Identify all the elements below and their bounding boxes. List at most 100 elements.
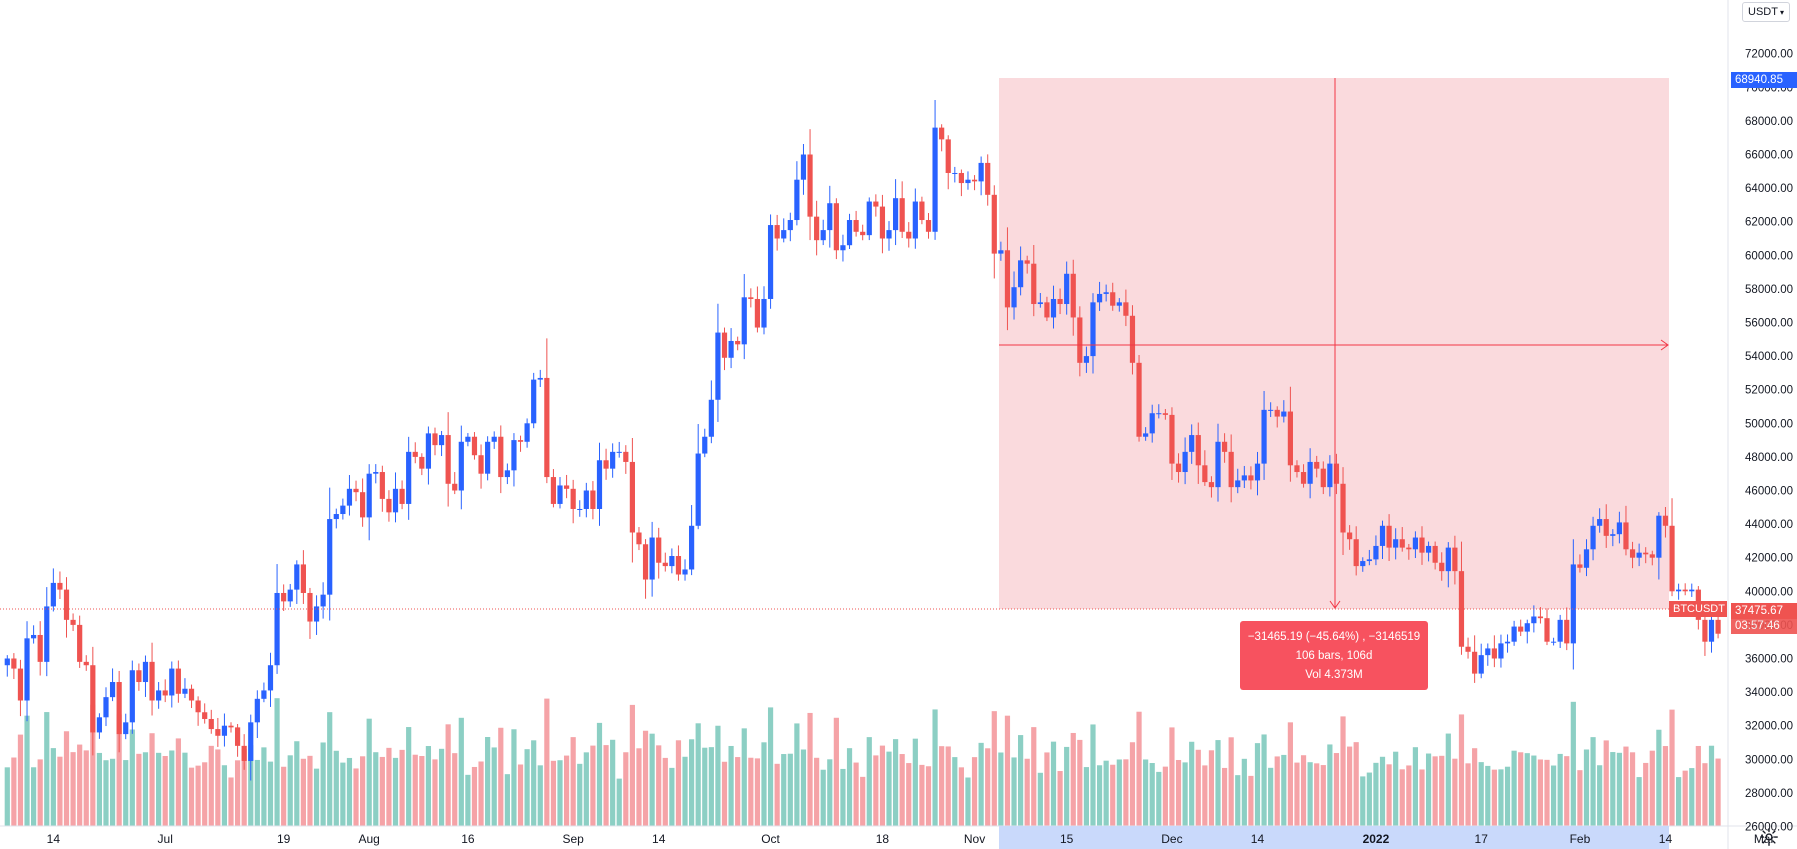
candle-body: [1708, 619, 1715, 642]
gear-icon[interactable]: [1758, 826, 1780, 848]
candles: [4, 99, 1721, 781]
volume-bar: [195, 765, 201, 826]
volume-bar: [1689, 768, 1695, 826]
candle-body: [1570, 564, 1576, 644]
candle-body: [17, 668, 24, 701]
candle-body: [1531, 616, 1537, 624]
candle-body: [1320, 468, 1326, 488]
volume-bar: [1544, 759, 1550, 826]
volume-bar: [1314, 763, 1320, 826]
volume-bar: [649, 733, 655, 826]
volume-bar: [761, 742, 767, 826]
volume-bar: [287, 755, 293, 826]
y-tick-label: 44000.00: [1745, 519, 1793, 531]
candle-body: [1597, 519, 1603, 526]
x-tick-label: 18: [876, 832, 890, 846]
volume-bar: [1070, 732, 1076, 826]
volume-bar: [1445, 733, 1451, 826]
y-tick-label: 32000.00: [1745, 721, 1793, 733]
volume-bar: [1149, 763, 1155, 826]
candle-body: [267, 665, 274, 691]
volume-bar: [234, 760, 241, 826]
candle-body: [1406, 547, 1412, 550]
candle-body: [1307, 461, 1313, 484]
volume-bar: [386, 747, 392, 826]
volume-bar: [1511, 750, 1517, 826]
candle-body: [1669, 525, 1675, 592]
volume-bar: [4, 767, 10, 826]
candle-body: [1083, 356, 1090, 363]
candle-body: [392, 488, 399, 513]
volume-bar: [438, 748, 445, 826]
candle-body: [1452, 547, 1458, 572]
volume-bar: [945, 746, 951, 826]
volume-bar: [24, 715, 30, 826]
volume-bar: [1110, 764, 1116, 826]
candle-body: [1031, 263, 1037, 305]
candle-body: [616, 451, 622, 453]
volume-bar: [320, 742, 326, 826]
candle-body: [195, 700, 201, 713]
candle-body: [1366, 559, 1372, 562]
candle-body: [610, 451, 616, 469]
volume-bar: [1143, 759, 1149, 826]
volume-bar: [1307, 762, 1313, 826]
volume-bar: [1347, 746, 1353, 826]
candle-body: [1393, 539, 1399, 548]
candle-body: [1070, 273, 1076, 318]
volume-bar: [919, 764, 925, 826]
volume-bar: [1169, 727, 1175, 826]
volume-bar: [1123, 759, 1129, 826]
candle-body: [346, 488, 353, 506]
y-tick-label: 40000.00: [1745, 586, 1793, 598]
candle-body: [399, 488, 405, 504]
candle-body: [1623, 522, 1629, 550]
measure-change: −31465.19 (−45.64%) , −3146519: [1247, 631, 1421, 643]
candle-body: [728, 340, 734, 358]
volume-bar: [1103, 760, 1109, 826]
candle-body: [307, 592, 313, 622]
volume-bar: [465, 774, 471, 826]
volume-bar: [1636, 777, 1642, 826]
candle-body: [294, 564, 300, 590]
candle-body: [1379, 525, 1386, 546]
candle-body: [300, 564, 306, 593]
candle-body: [287, 589, 293, 602]
candle-body: [1689, 589, 1695, 592]
volume-bar: [1360, 776, 1366, 826]
candle-body: [1386, 525, 1392, 548]
price-axis[interactable]: 26000.00 28000.00 30000.00 32000.00 34000.00…: [1745, 49, 1793, 834]
candle-body: [1129, 315, 1136, 363]
volume-bar: [906, 763, 912, 826]
volume-bar: [50, 748, 56, 826]
volume-bar: [1031, 727, 1037, 826]
volume-bar: [728, 745, 734, 826]
volume-bar: [1412, 747, 1419, 826]
volume-bar: [748, 757, 754, 826]
volume-bar: [636, 748, 642, 826]
candle-body: [254, 698, 260, 723]
candle-body: [4, 658, 10, 666]
candle-body: [123, 722, 129, 735]
time-axis[interactable]: 14 Jul 19 Aug 16 Sep 14 Oct 18 Nov 15 Dec 14 2022 17 Fe…: [47, 832, 1775, 846]
volume-bar: [221, 765, 228, 826]
volume-bar: [1333, 753, 1340, 826]
candle-body: [63, 589, 70, 620]
volume-bar: [524, 749, 530, 826]
volume-bar: [63, 731, 70, 826]
candle-body: [1202, 465, 1208, 483]
volume-bar: [478, 761, 484, 826]
currency-selector[interactable]: USDT ▾: [1742, 2, 1790, 22]
volume-bar: [1287, 722, 1293, 826]
candle-body: [1472, 651, 1478, 674]
volume-bar: [721, 761, 728, 826]
candle-body: [1656, 515, 1662, 558]
volume-bar: [175, 738, 181, 826]
candle-body: [827, 203, 833, 231]
candle-body: [1221, 441, 1228, 452]
volume-bar: [1669, 709, 1675, 826]
volume-bar: [498, 727, 504, 826]
candle-body: [1629, 549, 1636, 558]
volume-bar: [1083, 767, 1090, 826]
